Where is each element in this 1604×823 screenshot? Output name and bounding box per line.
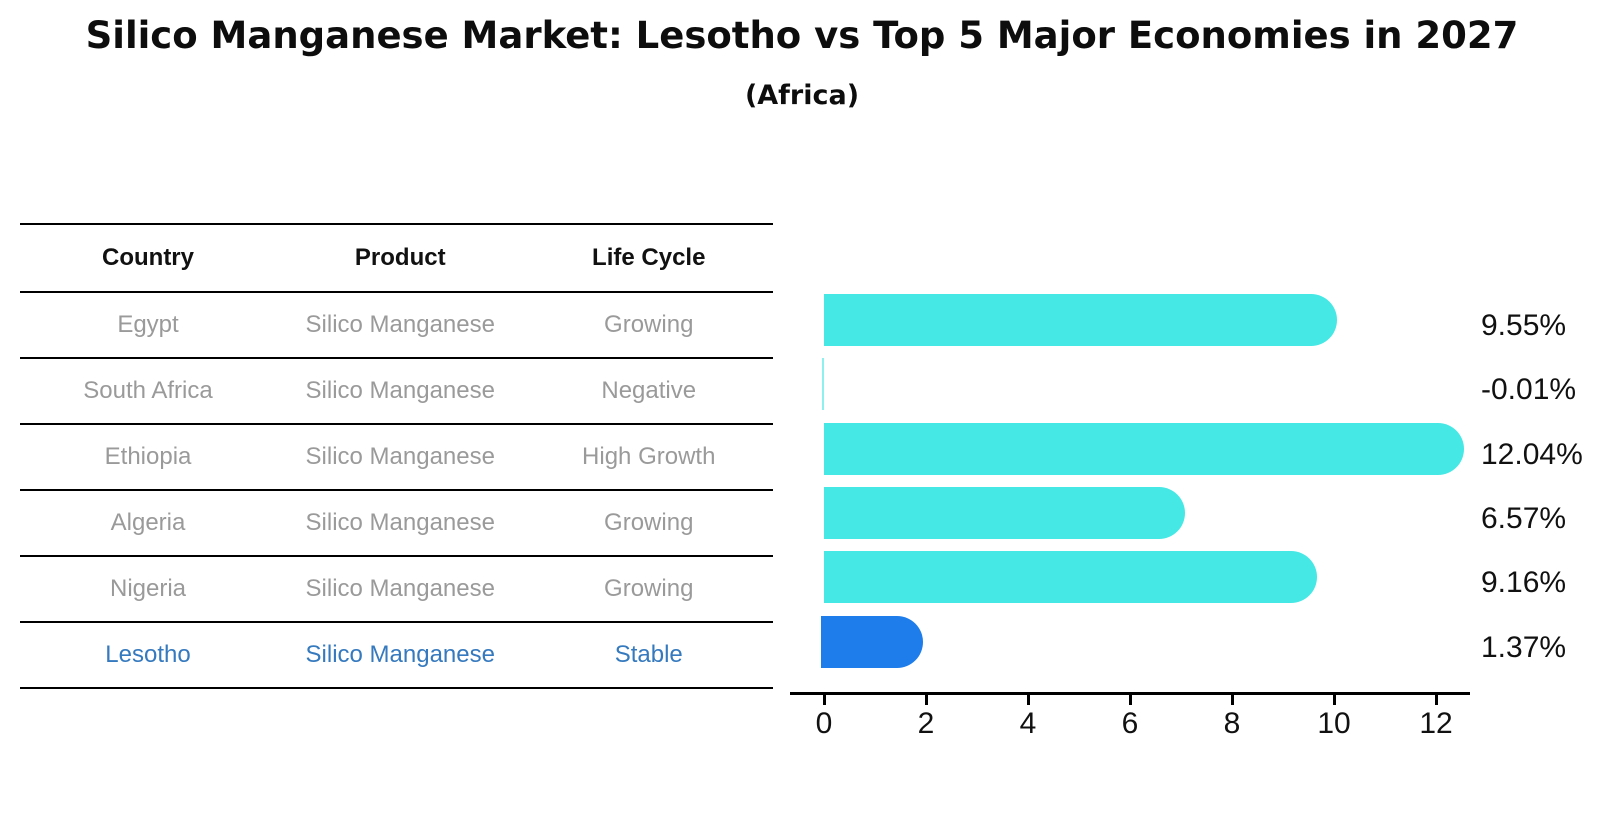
cell-life_cycle: Growing: [604, 575, 694, 602]
x-tick: [1333, 695, 1336, 705]
table-body: Egypt Silico Manganese Growing South Africa…: [20, 293, 773, 689]
cell-life_cycle: Negative: [601, 377, 697, 404]
bar-value-label: 9.16%: [1481, 566, 1567, 599]
bar-egypt: [824, 294, 1337, 346]
table-row: Nigeria Silico Manganese Growing: [20, 557, 773, 623]
cell-product: Silico Manganese: [305, 311, 495, 338]
x-axis-line: [790, 692, 1470, 695]
x-tick-label: 8: [1223, 707, 1241, 740]
bar-lesotho: [821, 616, 923, 668]
col-header-lifecycle: Life Cycle: [592, 244, 706, 271]
bar-value-label: 1.37%: [1481, 631, 1567, 664]
cell-country: Ethiopia: [104, 443, 192, 470]
cell-product: Silico Manganese: [305, 377, 495, 404]
x-tick-label: 12: [1419, 707, 1453, 740]
cell-product: Silico Manganese: [305, 509, 495, 536]
table-row: Lesotho Silico Manganese Stable: [20, 623, 773, 689]
bar-nigeria: [824, 551, 1317, 603]
table-row: South Africa Silico Manganese Negative: [20, 359, 773, 425]
page-title: Silico Manganese Market: Lesotho vs Top …: [85, 14, 1519, 57]
page-subtitle: (Africa): [744, 80, 860, 111]
cell-country: Egypt: [117, 311, 179, 338]
x-tick: [1231, 695, 1234, 705]
cell-life_cycle: High Growth: [582, 443, 716, 470]
bar-value-label: 12.04%: [1481, 438, 1583, 471]
bar-south-africa: [822, 358, 824, 410]
cell-country: Nigeria: [109, 575, 187, 602]
col-header-product: Product: [354, 244, 446, 271]
bar-ethiopia: [824, 423, 1464, 475]
table-row: Algeria Silico Manganese Growing: [20, 491, 773, 557]
x-tick-label: 6: [1121, 707, 1139, 740]
cell-product: Silico Manganese: [305, 575, 495, 602]
table-header-row: Country Product Life Cycle: [20, 225, 773, 293]
x-tick: [925, 695, 928, 705]
x-tick-label: 10: [1317, 707, 1351, 740]
bar-algeria: [824, 487, 1185, 539]
x-tick-label: 0: [815, 707, 833, 740]
table-row: Egypt Silico Manganese Growing: [20, 293, 773, 359]
cell-product: Silico Manganese: [305, 641, 495, 668]
country-table: Country Product Life Cycle Egypt Silico M…: [20, 223, 773, 689]
x-tick: [823, 695, 826, 705]
cell-country: Lesotho: [105, 641, 191, 668]
bar-value-label: 9.55%: [1481, 309, 1567, 342]
cell-country: South Africa: [83, 377, 213, 404]
x-tick-label: 2: [917, 707, 935, 740]
cell-product: Silico Manganese: [305, 443, 495, 470]
cell-life_cycle: Stable: [614, 641, 683, 668]
col-header-country: Country: [102, 244, 194, 271]
bar-value-label: 6.57%: [1481, 502, 1567, 535]
x-tick: [1027, 695, 1030, 705]
bar-value-label: -0.01%: [1481, 373, 1577, 406]
x-tick-label: 4: [1019, 707, 1037, 740]
cell-life_cycle: Growing: [604, 311, 694, 338]
x-tick: [1435, 695, 1438, 705]
table-row: Ethiopia Silico Manganese High Growth: [20, 425, 773, 491]
cell-country: Algeria: [110, 509, 186, 536]
cell-life_cycle: Growing: [604, 509, 694, 536]
x-tick: [1129, 695, 1132, 705]
